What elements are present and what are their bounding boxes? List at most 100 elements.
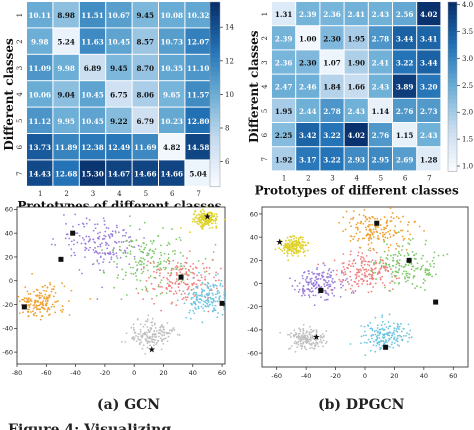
scatter-point xyxy=(316,335,319,338)
scatter-point xyxy=(291,243,294,246)
scatter-point xyxy=(315,341,318,343)
scatter-point xyxy=(195,286,198,289)
scatter-point xyxy=(343,273,345,276)
scatter-point xyxy=(150,321,153,324)
colorbar-segment xyxy=(448,31,457,37)
scatter-point xyxy=(298,288,301,291)
scatter-point xyxy=(349,270,352,273)
scatter-point xyxy=(392,234,395,237)
scatter-point xyxy=(419,286,422,289)
scatter-point xyxy=(415,267,417,270)
scatter-point xyxy=(373,217,376,220)
scatter-point xyxy=(353,258,356,261)
scatter-point xyxy=(159,281,162,284)
scatter-point xyxy=(376,327,379,329)
scatter-point xyxy=(120,298,123,301)
heatmap-cell xyxy=(159,107,185,133)
scatter-point xyxy=(355,232,358,235)
scatter-point xyxy=(379,328,382,331)
scatter-point xyxy=(192,293,195,296)
scatter-point xyxy=(422,282,425,284)
scatter-point xyxy=(168,262,171,265)
heatmap-cell xyxy=(368,98,392,122)
scatter-point xyxy=(370,290,373,293)
scatter-point xyxy=(152,239,155,242)
scatter-point xyxy=(196,285,199,288)
scatter-point xyxy=(204,301,207,304)
scatter-point xyxy=(203,267,205,270)
scatter-point xyxy=(294,340,297,343)
scatter-point xyxy=(342,265,345,268)
colorbar-segment xyxy=(210,99,220,105)
scatter-point xyxy=(34,312,37,314)
scatter-point xyxy=(302,327,305,330)
scatter-point xyxy=(384,268,387,271)
scatter-point xyxy=(153,288,156,291)
scatter-point xyxy=(396,231,398,234)
scatter-point xyxy=(215,287,218,290)
scatter-point xyxy=(189,231,192,234)
heatmap-cell-label: 2.95 xyxy=(372,155,390,164)
scatter-point xyxy=(217,279,220,282)
colorbar-segment xyxy=(448,61,457,67)
scatter-point xyxy=(310,282,313,285)
scatter-point xyxy=(206,286,209,288)
heatmap-cell-label: 3.17 xyxy=(299,155,317,164)
scatter-point xyxy=(30,300,33,302)
scatter-point xyxy=(405,248,408,251)
scatter-point xyxy=(153,344,155,347)
colorbar-segment xyxy=(210,57,220,63)
scatter-point xyxy=(73,251,76,254)
scatter-point xyxy=(200,305,203,308)
scatter-point xyxy=(424,289,426,291)
scatter-point xyxy=(211,259,214,262)
scatter-point xyxy=(202,224,204,226)
scatter-point xyxy=(54,291,57,294)
heatmap-cell-label: 12.80 xyxy=(187,117,210,126)
scatter-point xyxy=(362,334,365,337)
scatter-point xyxy=(197,300,200,303)
heatmap-cell xyxy=(320,50,344,74)
scatter-point xyxy=(208,272,211,275)
colorbar-tick-label: 4.0 xyxy=(462,1,473,9)
scatter-point xyxy=(305,348,308,351)
colorbar-segment xyxy=(448,162,457,168)
scatter-point xyxy=(405,280,407,283)
scatter-point xyxy=(145,287,148,290)
scatter-point xyxy=(178,269,181,271)
heatmap-cell-label: 2.44 xyxy=(299,107,317,116)
scatter-point xyxy=(414,287,417,290)
scatter-point xyxy=(384,236,387,239)
scatter-point xyxy=(102,238,104,241)
scatter-point xyxy=(414,220,416,223)
scatter-point xyxy=(389,244,392,247)
scatter-point xyxy=(166,282,169,285)
scatter-point xyxy=(99,255,102,258)
heatmap-cell-label: 13.73 xyxy=(28,143,51,152)
scatter-point xyxy=(124,234,127,237)
scatter-point xyxy=(387,270,390,273)
colorbar-tick-label: 10 xyxy=(225,91,234,99)
scatter-point xyxy=(332,269,335,272)
heatmap-cell-label: 11.12 xyxy=(28,117,51,126)
scatter-point xyxy=(287,333,289,336)
heatmap-cell xyxy=(27,54,53,81)
scatter-point xyxy=(389,346,391,348)
colorbar-segment xyxy=(448,103,457,109)
scatter-point xyxy=(425,239,427,242)
scatter-point xyxy=(194,302,197,305)
scatter-point xyxy=(285,239,287,242)
scatter-point xyxy=(306,281,309,284)
scatter-point xyxy=(151,255,154,258)
scatter-point xyxy=(302,244,305,247)
scatter-point xyxy=(389,254,392,257)
scatter-point xyxy=(191,282,194,285)
scatter-point xyxy=(109,236,111,239)
scatter-point xyxy=(297,343,300,346)
scatter-point xyxy=(175,264,178,267)
scatter-point xyxy=(388,313,391,316)
scatter-point xyxy=(374,316,377,319)
scatter-point xyxy=(308,288,311,291)
heatmap-cell xyxy=(344,147,368,171)
scatter-point xyxy=(362,256,364,259)
